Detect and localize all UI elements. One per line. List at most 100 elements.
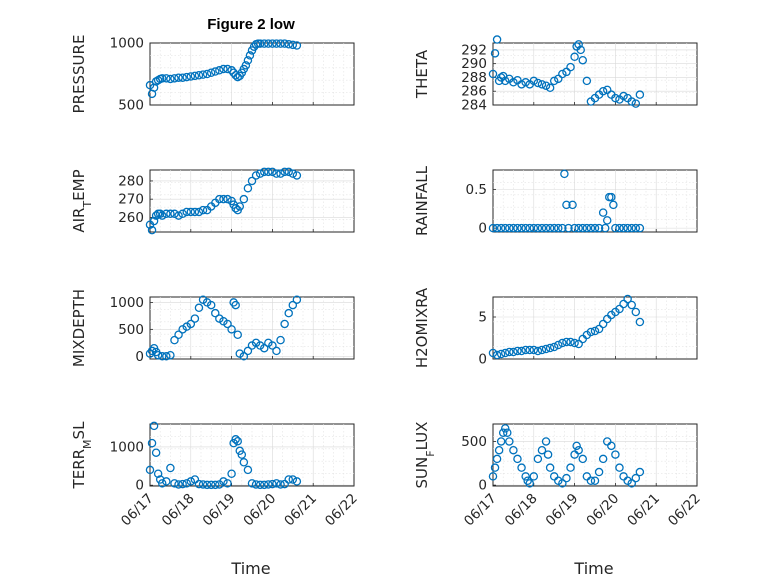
data-point [635, 317, 645, 327]
data-point [558, 223, 567, 233]
data-point [533, 223, 543, 233]
data-point [611, 223, 620, 233]
data-point [276, 335, 285, 345]
data-point [554, 340, 563, 350]
data-point [562, 337, 571, 347]
data-point [615, 463, 624, 472]
data-point [627, 479, 636, 488]
data-point [231, 204, 240, 213]
data-point [182, 479, 191, 488]
data-point [157, 74, 167, 83]
data-point [147, 438, 157, 448]
data-point [627, 97, 636, 106]
data-point [170, 335, 179, 345]
data-point [635, 467, 645, 477]
data-point [255, 480, 265, 490]
y-tick-label: 500 [461, 434, 487, 450]
data-point [284, 308, 293, 318]
data-point [574, 40, 583, 49]
subplot-7: 0 1000 06/17 06/18 06/19 06/20 06/21 06/22 TERRM… [70, 421, 361, 529]
y-axis-label: H2OMIXRA [413, 287, 431, 368]
data-point [166, 350, 175, 360]
data-point [574, 339, 583, 349]
data-point [155, 209, 165, 219]
data-point [233, 330, 242, 339]
data-point [194, 303, 204, 313]
data-point [206, 68, 216, 78]
data-point [170, 479, 179, 488]
data-point [153, 350, 163, 360]
data-point [517, 463, 526, 472]
data-point [174, 330, 183, 339]
data-point [496, 437, 506, 446]
data-point [525, 345, 534, 355]
data-point [153, 75, 163, 85]
data-point [174, 211, 183, 220]
axes-box [149, 423, 355, 487]
x-tick-label: 06/18 [502, 491, 541, 530]
data-point [505, 223, 514, 233]
data-point [498, 428, 508, 437]
data-point [609, 200, 618, 210]
x-tick-label: 06/22 [665, 491, 704, 530]
data-point [572, 441, 581, 451]
data-point [162, 74, 171, 83]
data-point [578, 223, 588, 233]
data-point [162, 209, 171, 219]
data-point [521, 78, 530, 87]
y-axis-label: PRESSURE [70, 35, 88, 114]
data-point [151, 448, 161, 457]
data-point [570, 223, 579, 233]
data-point [578, 55, 588, 65]
data-point [219, 477, 228, 486]
figure-title: Figure 2 low [207, 16, 295, 33]
data-point [259, 39, 269, 48]
data-point [570, 338, 579, 348]
data-point [631, 473, 641, 483]
data-point [549, 342, 559, 352]
data-point [190, 71, 200, 81]
x-axis-label-left: Time [230, 559, 270, 578]
data-point [582, 223, 592, 233]
x-tick-label: 06/20 [240, 491, 279, 530]
y-axis-label: RAINFALL [413, 165, 431, 236]
data-point [576, 45, 585, 55]
data-point [529, 472, 539, 481]
data-point [149, 216, 159, 226]
subplot-3: 260 270 280 AIRTEMP [70, 167, 355, 235]
data-point [264, 167, 273, 177]
data-point [517, 223, 526, 233]
data-point [284, 39, 293, 49]
data-point [186, 477, 196, 486]
data-point [635, 223, 645, 233]
data-point [198, 70, 208, 79]
data-point [615, 304, 624, 314]
data-point [288, 169, 298, 178]
data-point [149, 421, 159, 431]
data-point [276, 169, 285, 178]
data-point [247, 479, 257, 488]
data-point [523, 476, 532, 486]
y-tick-label: 286 [461, 84, 487, 100]
data-point [247, 176, 257, 186]
data-point [178, 209, 187, 219]
data-point [239, 352, 249, 361]
data-point [182, 72, 191, 82]
data-point [194, 70, 204, 80]
y-tick-label: 0 [135, 349, 144, 365]
data-point [288, 475, 298, 484]
data-point [590, 326, 600, 336]
data-point [157, 479, 167, 488]
y-tick-label: 500 [118, 98, 144, 114]
data-point [611, 93, 620, 103]
data-point [194, 479, 204, 489]
data-point [178, 479, 187, 489]
data-point [239, 458, 249, 467]
y-tick-label: 500 [118, 322, 144, 338]
data-point [272, 169, 281, 178]
data-point [635, 90, 645, 99]
data-point [509, 223, 518, 233]
y-tick-label: 5 [478, 310, 487, 326]
y-axis-label: MIXDEPTH [70, 289, 88, 367]
data-point [619, 223, 628, 233]
